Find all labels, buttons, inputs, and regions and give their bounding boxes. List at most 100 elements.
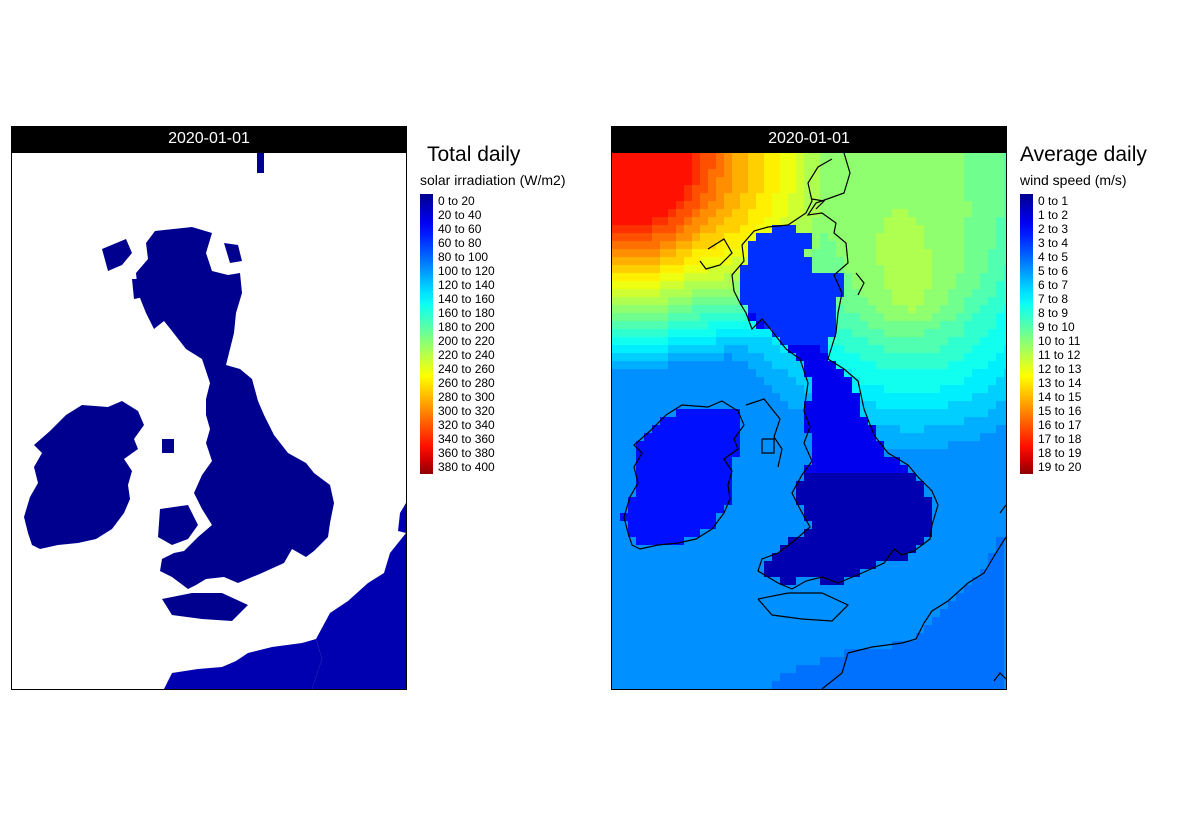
wind-raster-cell (884, 545, 892, 553)
wind-raster-cell (892, 345, 900, 353)
wind-raster-cell (972, 641, 980, 649)
wind-raster-cell (652, 289, 660, 297)
wind-raster-cell (1004, 249, 1006, 257)
wind-raster-cell (852, 513, 860, 521)
wind-raster-cell (972, 265, 980, 273)
wind-raster-cell (876, 473, 884, 481)
legend-row: 19 to 20 (1020, 460, 1147, 474)
wind-raster-cell (668, 401, 676, 409)
wind-raster-cell (940, 361, 948, 369)
wind-raster-cell (796, 161, 804, 169)
wind-raster-cell (844, 513, 852, 521)
wind-raster-cell (660, 321, 668, 329)
wind-raster-cell (700, 401, 708, 409)
wind-raster-cell (668, 273, 676, 281)
wind-raster-cell (916, 217, 924, 225)
wind-raster-cell (708, 273, 716, 281)
wind-raster-cell (740, 625, 748, 633)
legend-label: 300 to 320 (438, 404, 495, 418)
wind-raster-cell (884, 593, 892, 601)
wind-raster-cell (700, 441, 708, 449)
wind-raster-cell (932, 561, 940, 569)
wind-raster-cell (660, 225, 668, 233)
wind-raster-cell (820, 217, 828, 225)
wind-raster-cell (804, 657, 812, 665)
wind-raster-cell (844, 617, 852, 625)
wind-raster-cell (644, 633, 652, 641)
wind-raster-cell (636, 513, 644, 521)
wind-raster-cell (924, 561, 932, 569)
wind-raster-cell (772, 377, 780, 385)
wind-raster-cell (1004, 369, 1006, 377)
wind-raster-cell (764, 609, 772, 617)
wind-raster-cell (868, 433, 876, 441)
wind-raster-cell (764, 473, 772, 481)
wind-raster-cell (740, 201, 748, 209)
wind-raster-cell (700, 313, 708, 321)
wind-raster-cell (1004, 225, 1006, 233)
wind-raster-cell (684, 497, 692, 505)
wind-raster-cell (716, 297, 724, 305)
legend-label: 220 to 240 (438, 348, 495, 362)
wind-raster-cell (708, 665, 716, 673)
wind-raster-cell (916, 537, 924, 545)
wind-raster-cell (700, 161, 708, 169)
wind-raster-cell (892, 473, 900, 481)
wind-raster-cell (924, 257, 932, 265)
wind-raster-cell (892, 537, 900, 545)
wind-raster-cell (628, 569, 636, 577)
wind-raster-cell (988, 313, 996, 321)
wind-raster-cell (724, 217, 732, 225)
wind-raster-cell (652, 233, 660, 241)
wind-raster-cell (772, 457, 780, 465)
wind-raster-cell (1004, 673, 1006, 681)
wind-raster-cell (876, 625, 884, 633)
wind-raster-cell (748, 649, 756, 657)
wind-raster-cell (948, 169, 956, 177)
wind-raster-cell (756, 233, 764, 241)
wind-raster-cell (876, 593, 884, 601)
wind-raster-cell (932, 537, 940, 545)
wind-raster-cell (1004, 201, 1006, 209)
wind-raster-cell (932, 353, 940, 361)
wind-raster-cell (740, 665, 748, 673)
wind-raster-cell (692, 441, 700, 449)
wind-raster-cell (652, 345, 660, 353)
wind-raster-cell (732, 185, 740, 193)
wind-raster-cell (820, 233, 828, 241)
wind-raster-cell (980, 473, 988, 481)
wind-raster-cell (700, 545, 708, 553)
wind-raster-cell (788, 569, 796, 577)
wind-raster-cell (644, 665, 652, 673)
wind-raster-cell (852, 233, 860, 241)
wind-raster-cell (804, 225, 812, 233)
wind-raster-cell (812, 593, 820, 601)
wind-raster-cell (732, 273, 740, 281)
wind-raster-cell (972, 361, 980, 369)
wind-raster-cell (972, 257, 980, 265)
wind-raster-cell (780, 457, 788, 465)
wind-raster-cell (980, 497, 988, 505)
wind-raster-cell (612, 593, 620, 601)
solar-isle-of-man (162, 439, 174, 453)
legend-label: 0 to 1 (1038, 194, 1069, 208)
wind-raster-cell (668, 153, 676, 161)
wind-raster-cell (940, 321, 948, 329)
wind-raster-cell (732, 681, 740, 689)
wind-raster-cell (692, 225, 700, 233)
wind-raster-cell (612, 257, 620, 265)
wind-raster-cell (908, 241, 916, 249)
wind-raster-cell (740, 449, 748, 457)
wind-raster-cell (924, 409, 932, 417)
wind-raster-cell (956, 569, 964, 577)
wind-raster-cell (708, 313, 716, 321)
wind-raster-cell (612, 217, 620, 225)
wind-raster-cell (980, 409, 988, 417)
wind-raster-cell (764, 649, 772, 657)
wind-raster-cell (700, 537, 708, 545)
wind-raster-cell (860, 681, 868, 689)
wind-raster-cell (676, 345, 684, 353)
wind-raster-cell (1004, 193, 1006, 201)
wind-raster-cell (908, 353, 916, 361)
wind-raster-cell (932, 481, 940, 489)
